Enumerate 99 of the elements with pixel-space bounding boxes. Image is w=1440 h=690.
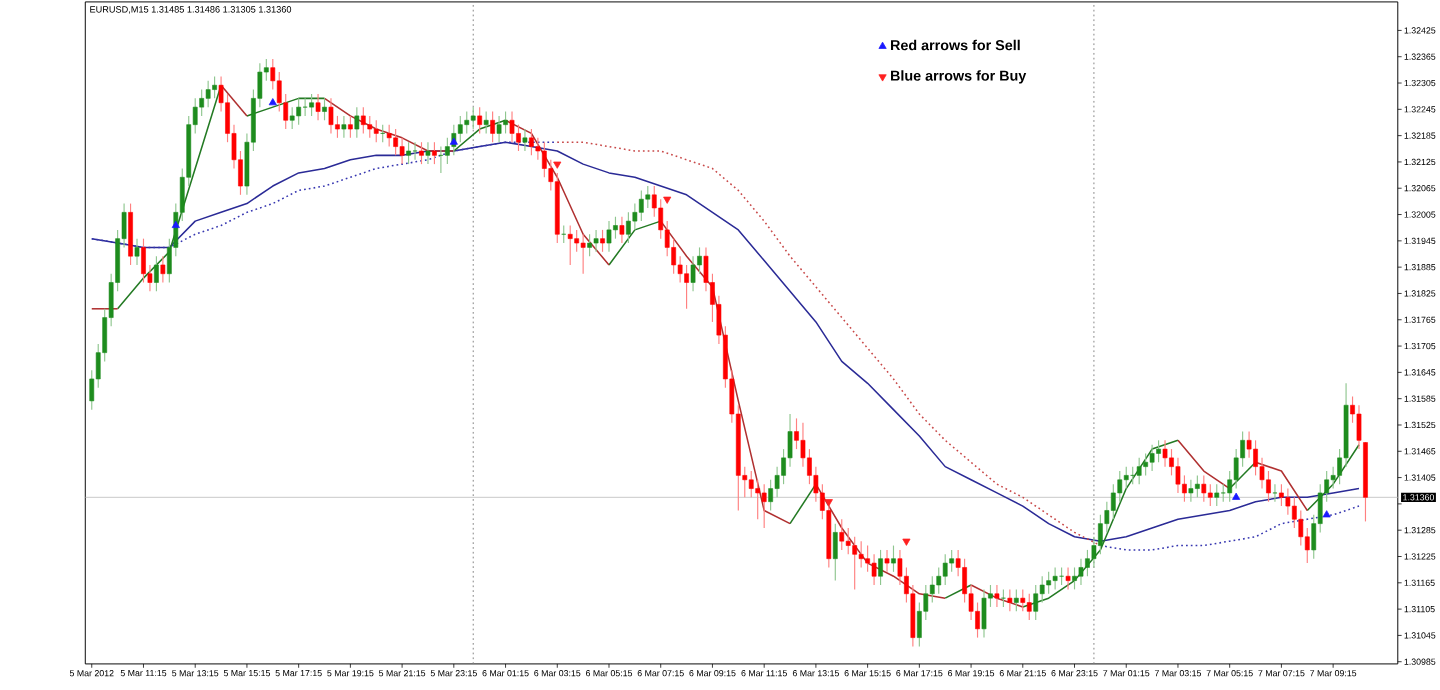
candlestick <box>942 553 948 586</box>
candlestick <box>341 114 347 139</box>
candlestick <box>289 106 295 130</box>
line-series <box>1099 504 1360 551</box>
candlestick <box>1175 456 1181 494</box>
candlestick <box>348 114 353 139</box>
candlestick <box>1156 439 1161 463</box>
candlestick <box>619 215 625 244</box>
point <box>1232 492 1241 500</box>
candlestick <box>884 548 890 573</box>
candlestick <box>1201 474 1207 502</box>
candlestick <box>606 220 612 253</box>
candlestick <box>328 97 334 134</box>
candlestick <box>393 128 398 156</box>
candlestick <box>483 110 489 134</box>
point <box>902 538 911 546</box>
candlestick <box>878 548 883 586</box>
point <box>171 220 180 228</box>
candlestick <box>154 255 159 292</box>
candlestick <box>626 211 631 244</box>
candlestick <box>212 75 217 99</box>
candlestick <box>360 106 366 134</box>
candlestick <box>406 141 411 165</box>
candlestick <box>587 233 592 257</box>
candlestick <box>1304 527 1310 564</box>
candlestick <box>315 93 321 121</box>
candlestick <box>425 141 431 165</box>
candlestick <box>419 141 424 165</box>
point <box>824 498 833 506</box>
candlestick <box>1013 588 1019 612</box>
candlestick <box>160 255 166 283</box>
candlestick <box>1207 483 1213 507</box>
candlestick <box>1052 566 1058 590</box>
candlestick <box>490 110 495 143</box>
candlestick <box>496 114 502 143</box>
candlestick <box>684 264 689 309</box>
candlestick <box>141 237 146 283</box>
candlestick <box>432 141 437 165</box>
point <box>663 196 672 204</box>
candlestick <box>1136 456 1142 485</box>
candlestick <box>1272 483 1278 502</box>
candlestick <box>503 110 508 134</box>
candlestick <box>128 202 133 266</box>
candlestick <box>302 97 308 117</box>
candlestick <box>399 136 405 165</box>
point <box>553 161 562 169</box>
candlestick <box>839 518 845 551</box>
candlestick <box>296 97 302 125</box>
point <box>268 97 277 105</box>
candlestick <box>981 588 987 638</box>
point <box>1322 509 1331 517</box>
line-series <box>504 119 610 266</box>
candlestick <box>1143 452 1148 476</box>
candlestick <box>509 110 515 143</box>
candlestick <box>412 141 418 160</box>
candlestick <box>477 106 483 134</box>
candlestick <box>322 97 327 121</box>
candlestick <box>367 114 373 139</box>
candlestick <box>567 224 573 266</box>
candlestick <box>871 553 877 586</box>
candlestick <box>373 119 379 143</box>
candlestick <box>1026 592 1032 621</box>
candlestick <box>994 584 1000 608</box>
candlestick <box>690 255 696 292</box>
candlestick <box>205 79 211 108</box>
candlestick <box>755 478 761 520</box>
candlestick <box>1020 588 1026 612</box>
candlestick <box>1279 483 1284 507</box>
candlestick <box>386 123 392 147</box>
candlestick <box>1033 584 1039 621</box>
candlestick <box>1123 465 1129 489</box>
candlestick <box>1195 474 1200 498</box>
candlestick <box>522 128 528 152</box>
candlestick <box>470 106 476 130</box>
candlestick <box>309 93 314 117</box>
candlestick <box>1162 439 1168 467</box>
candlestick <box>1214 483 1220 507</box>
candlestick <box>1007 588 1013 612</box>
candlestick <box>891 544 896 573</box>
point <box>449 137 458 145</box>
candlestick <box>852 535 858 590</box>
line-series <box>556 141 1102 546</box>
candlestick <box>580 233 586 274</box>
candlestick <box>1188 478 1194 502</box>
candlestick <box>1072 566 1077 590</box>
candlestick <box>1149 443 1155 472</box>
candlestick <box>638 189 644 222</box>
candlestick <box>1078 557 1084 586</box>
line-series <box>1022 439 1179 608</box>
candlestick <box>761 483 767 529</box>
candlestick <box>464 110 470 134</box>
candlestick <box>354 106 360 139</box>
candlestick <box>1065 566 1071 590</box>
candlestick <box>529 128 534 156</box>
candlestick <box>134 237 140 266</box>
candlestick <box>593 228 599 253</box>
candlestick <box>457 114 463 143</box>
candlestick <box>600 228 605 253</box>
candlestick <box>832 522 838 581</box>
